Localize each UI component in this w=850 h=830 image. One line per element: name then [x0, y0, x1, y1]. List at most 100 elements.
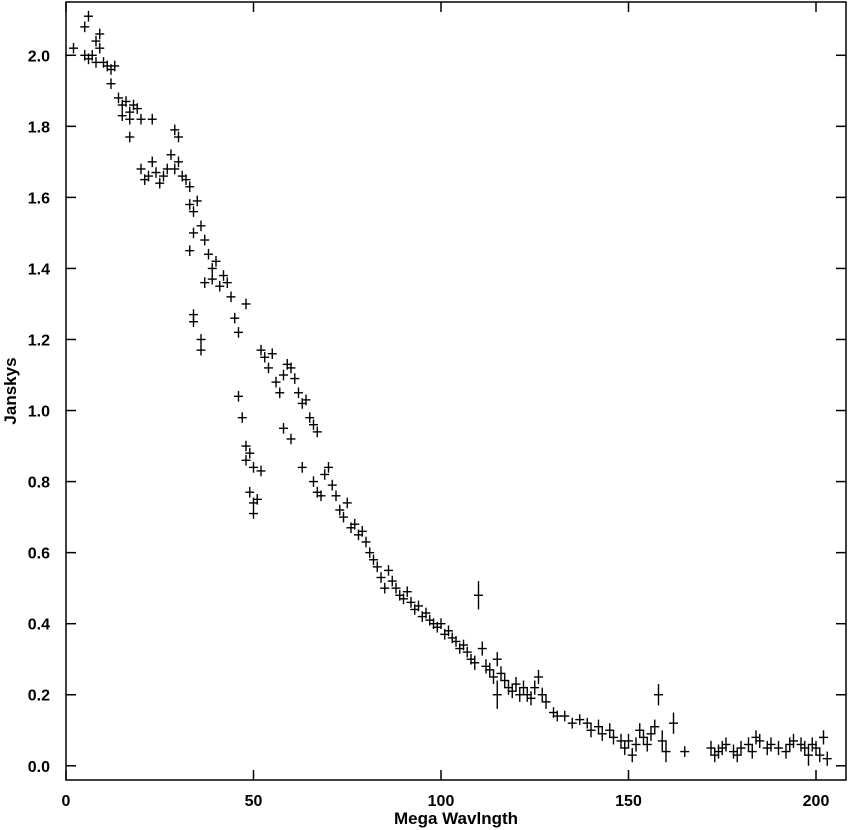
data-point: [87, 49, 97, 61]
data-point: [582, 717, 592, 729]
data-point: [710, 748, 720, 763]
data-point: [286, 433, 296, 445]
data-point: [804, 744, 813, 766]
data-point: [714, 744, 723, 759]
data-point: [504, 680, 513, 695]
data-point: [811, 740, 821, 756]
data-point: [69, 42, 78, 54]
data-point: [151, 167, 161, 178]
data-point: [530, 680, 540, 695]
x-tick-label: 100: [428, 793, 455, 810]
data-point: [245, 447, 255, 459]
data-point: [204, 248, 213, 260]
data-point: [519, 680, 528, 695]
y-tick-label: 1.0: [28, 404, 50, 421]
data-point: [249, 508, 258, 519]
data-point: [125, 131, 135, 143]
data-point: [485, 662, 495, 677]
y-axis-title: Janskys: [1, 357, 20, 424]
data-point: [279, 422, 288, 434]
tick-labels: 0 50 100 150 200 0.0 0.2 0.4 0.6 0.8 1.0 1.2 1.4 1.6 1…: [28, 48, 830, 810]
data-point: [166, 149, 176, 161]
data-point: [264, 362, 273, 374]
data-point: [174, 131, 183, 143]
y-tick-label: 0.8: [28, 475, 50, 492]
data-point: [402, 586, 412, 598]
data-point: [620, 740, 630, 756]
data-point: [511, 676, 521, 692]
data-point: [91, 35, 101, 47]
data-point: [586, 723, 596, 738]
data-point: [819, 730, 828, 745]
y-tick-label: 0.2: [28, 688, 50, 705]
data-point: [597, 726, 607, 741]
data-point: [185, 181, 195, 193]
data-point: [609, 730, 618, 745]
data-point: [444, 625, 453, 637]
data-point: [822, 751, 832, 766]
data-point: [492, 680, 502, 709]
data-point: [95, 28, 105, 40]
data-point: [481, 659, 491, 674]
data-point: [489, 669, 498, 685]
data-point: [744, 737, 753, 752]
x-tick-label: 0: [62, 793, 71, 810]
data-point: [815, 748, 825, 763]
data-point: [365, 547, 375, 558]
data-point: [706, 740, 716, 756]
data-point: [84, 10, 93, 22]
data-point: [110, 60, 120, 72]
data-point: [594, 719, 603, 734]
data-point: [654, 684, 663, 706]
data-point: [646, 726, 656, 741]
data-point: [785, 737, 795, 752]
data-point: [657, 730, 667, 752]
data-point: [219, 270, 228, 281]
data-point: [114, 92, 123, 104]
data-point: [234, 391, 243, 402]
data-point: [729, 744, 738, 759]
y-tick-label: 1.8: [28, 119, 50, 136]
data-point: [560, 710, 570, 722]
data-point: [305, 412, 315, 423]
data-point: [627, 748, 637, 763]
data-point: [372, 561, 382, 573]
data-point: [136, 113, 146, 125]
data-point: [736, 740, 746, 756]
data-point: [144, 170, 153, 182]
data-point: [297, 462, 307, 473]
data-point: [751, 730, 761, 745]
data-point: [650, 719, 660, 734]
data-point: [260, 351, 270, 363]
data-point: [327, 479, 337, 491]
data-point: [196, 334, 206, 345]
data-point: [541, 694, 551, 709]
data-point: [635, 723, 645, 738]
data-point: [286, 362, 296, 374]
data-point: [732, 748, 742, 763]
data-point: [391, 582, 401, 594]
data-point: [234, 327, 243, 338]
data-point: [477, 641, 487, 656]
data-point: [301, 394, 311, 406]
data-point: [781, 744, 791, 759]
data-point: [462, 646, 472, 658]
data-point: [507, 684, 517, 699]
data-point: [387, 575, 397, 587]
data-point: [316, 490, 326, 502]
x-axis-title: Mega Wavlngth: [394, 809, 518, 828]
data-point: [451, 636, 461, 647]
data-point: [624, 733, 633, 749]
data-point: [230, 312, 240, 324]
data-point: [121, 96, 131, 107]
data-point: [537, 687, 547, 702]
data-point: [200, 277, 210, 288]
data-point: [294, 387, 303, 399]
data-point: [406, 597, 416, 608]
data-point: [522, 687, 532, 702]
data-point: [267, 348, 277, 360]
data-point: [132, 103, 142, 114]
data-point: [174, 156, 183, 168]
